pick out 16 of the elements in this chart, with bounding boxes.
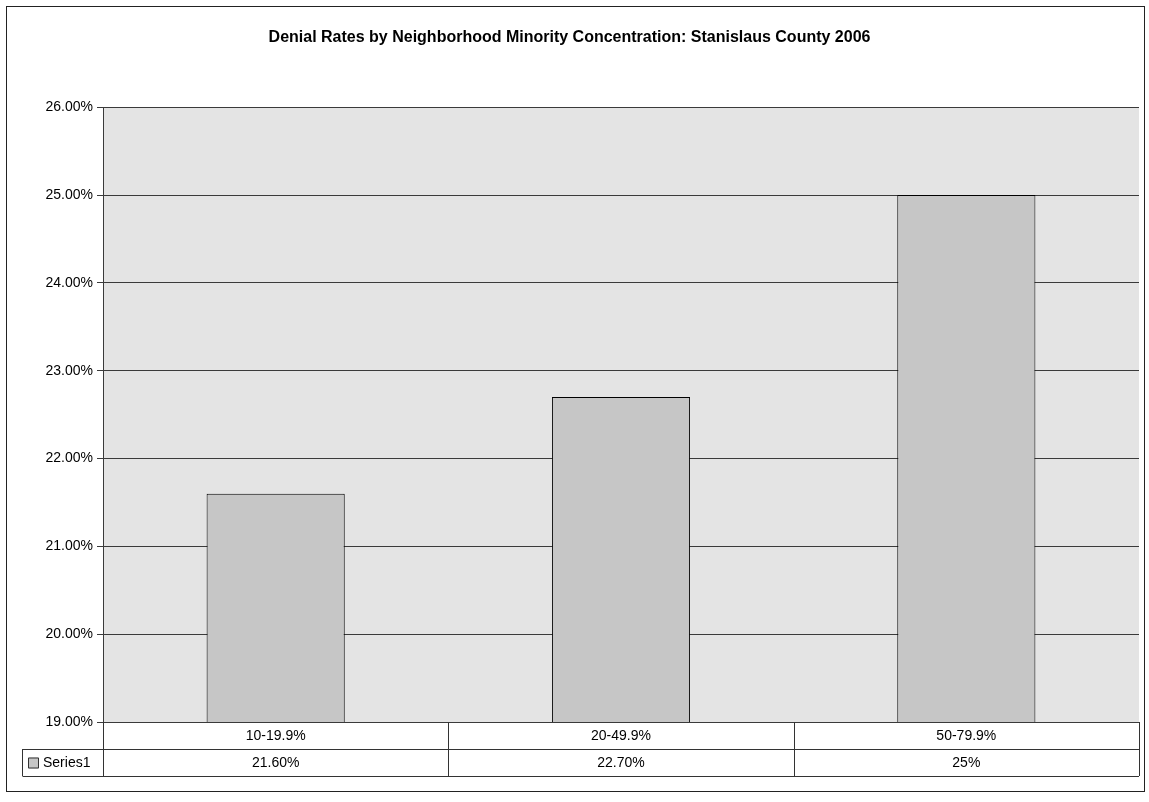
- y-tick-label: 20.00%: [45, 625, 93, 642]
- legend-label: Series1: [43, 754, 91, 771]
- data-label: 25%: [952, 754, 981, 771]
- y-tick-label: 19.00%: [45, 712, 93, 729]
- y-tick-label: 22.00%: [45, 449, 93, 466]
- y-tick-label: 23.00%: [45, 361, 93, 378]
- chart-title: Denial Rates by Neighborhood Minority Concentration: Stanislaus County 2006: [268, 28, 871, 46]
- x-tick-label: 20-49.9%: [591, 727, 651, 744]
- y-tick-label: 21.00%: [45, 537, 93, 554]
- y-tick-label: 24.00%: [45, 273, 93, 290]
- y-tick-label: 26.00%: [45, 98, 93, 115]
- data-label: 22.70%: [597, 754, 645, 771]
- x-tick-label: 50-79.9%: [936, 727, 997, 744]
- y-tick-label: 25.00%: [45, 185, 93, 202]
- x-tick-label: 10-19.9%: [245, 727, 306, 744]
- data-label: 21.60%: [251, 754, 300, 771]
